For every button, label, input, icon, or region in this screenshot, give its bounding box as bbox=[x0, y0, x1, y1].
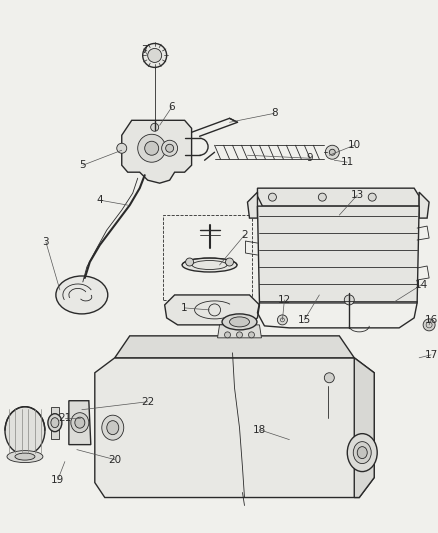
Circle shape bbox=[237, 332, 243, 338]
Text: 11: 11 bbox=[341, 157, 354, 167]
Ellipse shape bbox=[15, 453, 35, 460]
Text: 20: 20 bbox=[108, 455, 121, 465]
Ellipse shape bbox=[230, 317, 250, 327]
Circle shape bbox=[225, 332, 230, 338]
Polygon shape bbox=[258, 188, 419, 206]
Ellipse shape bbox=[51, 418, 59, 427]
Circle shape bbox=[145, 141, 159, 155]
Circle shape bbox=[324, 373, 334, 383]
Circle shape bbox=[248, 332, 254, 338]
Text: 9: 9 bbox=[306, 153, 313, 163]
Circle shape bbox=[318, 193, 326, 201]
Polygon shape bbox=[247, 192, 258, 218]
Ellipse shape bbox=[353, 442, 371, 464]
Text: 5: 5 bbox=[80, 160, 86, 170]
Circle shape bbox=[423, 319, 435, 331]
Polygon shape bbox=[51, 407, 59, 439]
Circle shape bbox=[143, 44, 166, 67]
Text: 14: 14 bbox=[414, 280, 428, 290]
Text: 19: 19 bbox=[51, 474, 64, 484]
Circle shape bbox=[226, 258, 233, 266]
Circle shape bbox=[151, 123, 159, 131]
Text: 3: 3 bbox=[42, 237, 49, 247]
Ellipse shape bbox=[48, 414, 62, 432]
Ellipse shape bbox=[107, 421, 119, 434]
Ellipse shape bbox=[71, 413, 89, 433]
Polygon shape bbox=[258, 206, 419, 303]
Text: 18: 18 bbox=[253, 425, 266, 434]
Circle shape bbox=[325, 146, 339, 159]
Ellipse shape bbox=[75, 417, 85, 428]
Text: 22: 22 bbox=[141, 397, 154, 407]
Text: 6: 6 bbox=[168, 102, 175, 112]
Circle shape bbox=[117, 143, 127, 153]
Polygon shape bbox=[419, 192, 429, 218]
Text: 4: 4 bbox=[96, 195, 103, 205]
Text: 2: 2 bbox=[241, 230, 248, 240]
Polygon shape bbox=[69, 401, 91, 445]
Circle shape bbox=[162, 140, 178, 156]
Text: 1: 1 bbox=[181, 303, 188, 313]
Text: 17: 17 bbox=[424, 350, 438, 360]
Text: 16: 16 bbox=[424, 315, 438, 325]
Polygon shape bbox=[354, 358, 374, 497]
Text: 21: 21 bbox=[58, 413, 71, 423]
Text: 7: 7 bbox=[141, 45, 148, 55]
Ellipse shape bbox=[56, 276, 108, 314]
Text: 12: 12 bbox=[278, 295, 291, 305]
Text: 10: 10 bbox=[348, 140, 361, 150]
Text: 13: 13 bbox=[351, 190, 364, 200]
Polygon shape bbox=[122, 120, 191, 183]
Ellipse shape bbox=[347, 434, 377, 472]
Ellipse shape bbox=[182, 258, 237, 272]
Circle shape bbox=[166, 144, 173, 152]
Circle shape bbox=[268, 193, 276, 201]
Polygon shape bbox=[95, 358, 374, 497]
Ellipse shape bbox=[222, 314, 257, 330]
Circle shape bbox=[368, 193, 376, 201]
Polygon shape bbox=[218, 325, 261, 338]
Polygon shape bbox=[115, 336, 354, 358]
Ellipse shape bbox=[5, 407, 45, 455]
Circle shape bbox=[148, 49, 162, 62]
Ellipse shape bbox=[7, 450, 43, 463]
Circle shape bbox=[138, 134, 166, 162]
Text: 8: 8 bbox=[271, 108, 278, 118]
Text: 15: 15 bbox=[298, 315, 311, 325]
Circle shape bbox=[277, 315, 287, 325]
Circle shape bbox=[186, 258, 194, 266]
Ellipse shape bbox=[102, 415, 124, 440]
Circle shape bbox=[329, 149, 336, 155]
Circle shape bbox=[344, 295, 354, 305]
Polygon shape bbox=[165, 295, 259, 325]
Bar bbox=[162, 215, 252, 300]
Ellipse shape bbox=[357, 447, 367, 458]
